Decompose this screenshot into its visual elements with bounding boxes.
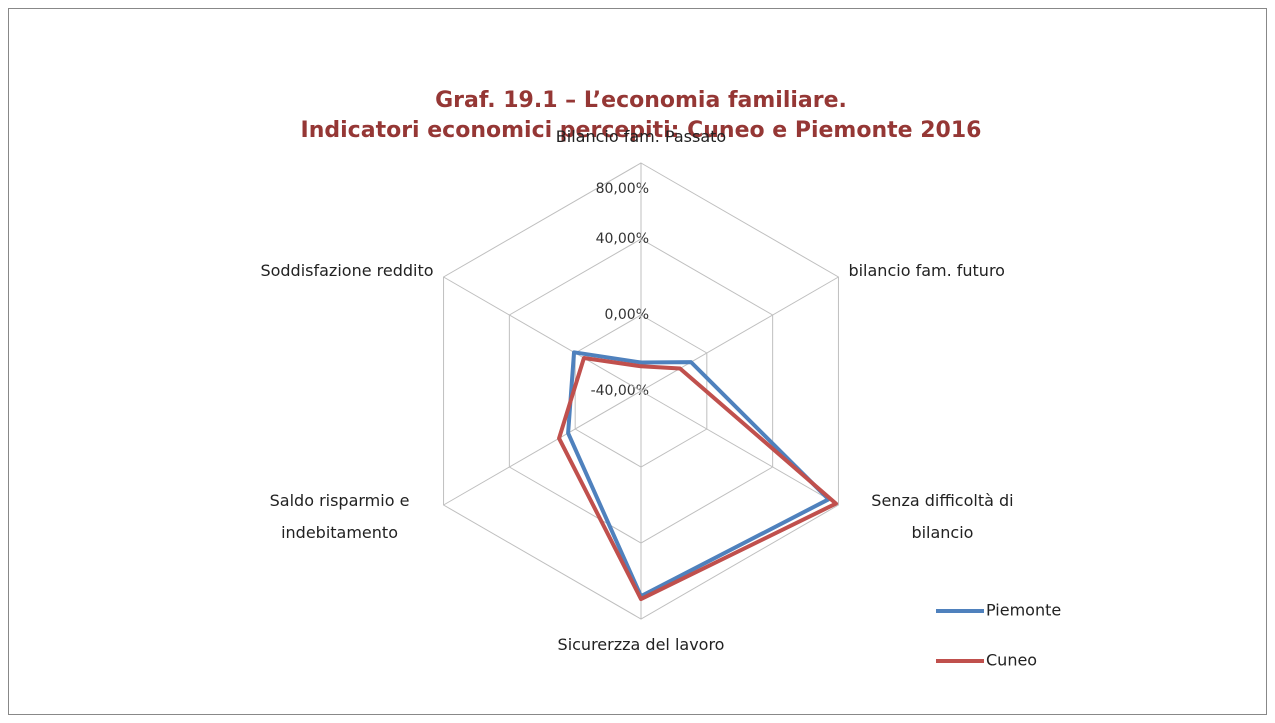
legend-label: Piemonte <box>986 601 1061 620</box>
tick-label: 40,00% <box>596 231 649 247</box>
legend-label: Cuneo <box>986 651 1037 670</box>
tick-label: 0,00% <box>605 307 649 323</box>
axis-spoke <box>443 390 642 506</box>
category-label: bilancio fam. futuro <box>848 261 1005 280</box>
chart: Graf. 19.1 – L’economia familiare. Indic… <box>301 88 1062 670</box>
chart-title: Graf. 19.1 – L’economia familiare. <box>435 88 847 113</box>
axis-spoke <box>640 390 839 506</box>
chart-subtitle: Indicatori economici percepiti: Cuneo e … <box>301 118 982 143</box>
category-label: Senza difficoltà di bilancio <box>871 491 1014 542</box>
category-label: Soddisfazione reddito <box>260 261 434 280</box>
tick-label: 80,00% <box>596 181 649 197</box>
series-line <box>557 356 838 602</box>
category-label: Sicurerzza del lavoro <box>557 635 725 654</box>
axis-spoke <box>443 276 642 392</box>
category-label: Saldo risparmio e indebitamento <box>269 491 410 542</box>
axis-spoke <box>640 276 839 392</box>
chart-frame: Graf. 19.1 – L’economia familiare. Indic… <box>8 8 1267 715</box>
category-label: Bilancio fam. Passato <box>555 127 727 146</box>
